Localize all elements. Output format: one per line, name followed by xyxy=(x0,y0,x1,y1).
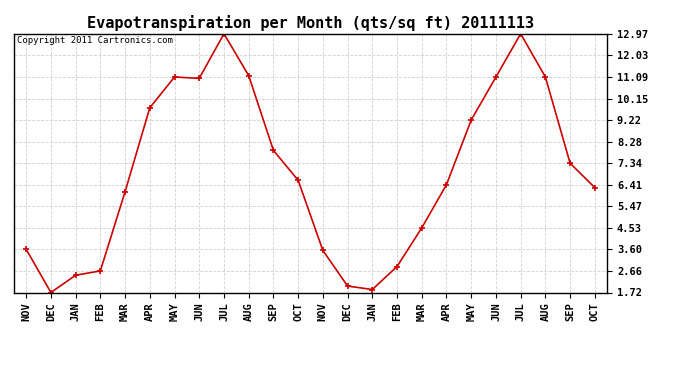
Title: Evapotranspiration per Month (qts/sq ft) 20111113: Evapotranspiration per Month (qts/sq ft)… xyxy=(87,15,534,31)
Text: Copyright 2011 Cartronics.com: Copyright 2011 Cartronics.com xyxy=(17,36,172,45)
